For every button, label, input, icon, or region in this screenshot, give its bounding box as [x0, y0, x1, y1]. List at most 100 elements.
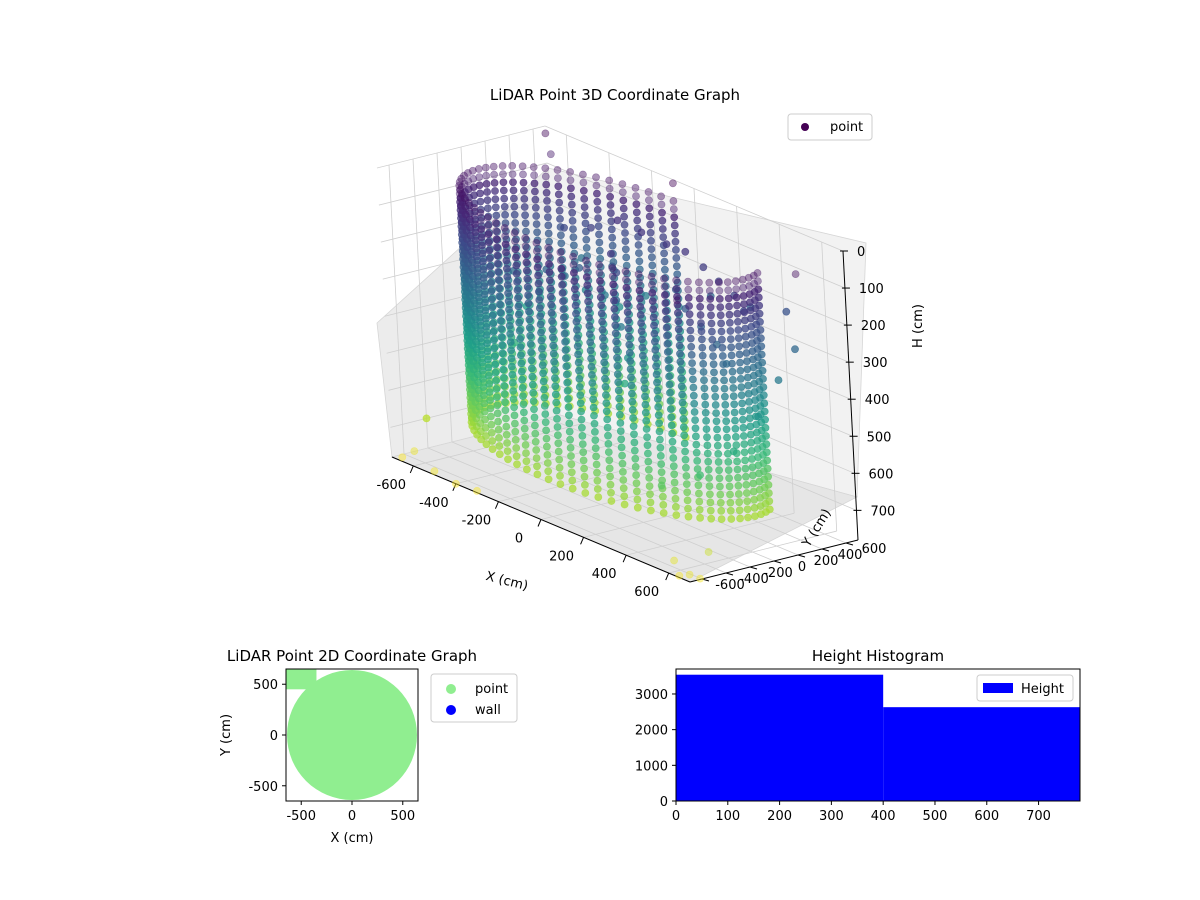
lidar-point-3d [606, 480, 615, 489]
lidar-point-3d [659, 500, 668, 509]
lidar-point-3d [624, 316, 632, 325]
lidar-point-3d [616, 427, 625, 435]
lidar-point-3d [542, 426, 550, 435]
lidar-point-3d [458, 198, 467, 206]
lidar-point-3d [641, 408, 650, 417]
lidar-point-3d [501, 227, 510, 236]
lidar-point-3d [471, 220, 479, 228]
lidar-point-3d [497, 324, 506, 333]
lidar-point-3d [656, 435, 664, 444]
lidar-point-3d [488, 445, 497, 453]
lidar-point-3d [661, 307, 670, 316]
lidar-point-3d [529, 397, 538, 405]
lidar-point-3d [699, 263, 708, 272]
lidar-point-3d [565, 427, 574, 436]
lidar-point-3d [604, 431, 612, 440]
lidar-point-3d [674, 317, 683, 325]
legend-histogram-frame [976, 674, 1074, 702]
lidar-point-3d [650, 321, 658, 330]
lidar-point-3d [662, 323, 671, 332]
lidar-point-3d [650, 329, 659, 338]
grid-backwall-x [821, 242, 838, 532]
lidar-point-3d [708, 327, 716, 336]
lidar-point-3d [506, 329, 515, 338]
lidar-point-3d [609, 280, 618, 289]
lidar-point-3d [663, 348, 672, 356]
legend-histogram: Height [976, 674, 1074, 702]
lidar-point-3d [573, 342, 582, 351]
lidar-point-3d [596, 285, 605, 293]
lidar-point-3d [620, 212, 628, 221]
lidar-point-3d [699, 368, 708, 376]
lidar-point-3d [721, 392, 729, 401]
lidar-point-3d [525, 323, 534, 332]
lidar-point-3d [484, 221, 492, 230]
lidar-point-3d [741, 456, 749, 465]
lidar-point-3d [503, 439, 511, 447]
grid-backwall-x [651, 170, 667, 460]
lidar-point-3d [642, 416, 651, 425]
lidar-point-3d [645, 204, 654, 213]
lidar-point-3d [616, 419, 625, 427]
lidar-point-3d [546, 150, 555, 159]
lidar-point-3d [513, 460, 521, 469]
lidar-point-3d [555, 455, 564, 464]
lidar-point-3d [684, 512, 693, 521]
lidar-point-3d [675, 571, 684, 580]
lidar-point-3d [664, 356, 673, 365]
lidar-point-3d [548, 325, 557, 334]
lidar-point-3d [495, 450, 504, 459]
lidar-point-3d [555, 198, 564, 207]
lidar-point-3d [554, 447, 563, 456]
lidar-point-3d [716, 311, 725, 320]
x-tick-label-3d: 600 [634, 585, 659, 600]
grid-floor-y [523, 423, 823, 550]
lidar-point-3d [608, 241, 617, 250]
x-tick-label-2d: 0 [348, 809, 356, 824]
lidar-point-3d [522, 258, 531, 267]
lidar-point-3d [725, 474, 733, 483]
lidar-point-3d [543, 205, 552, 213]
lidar-point-3d [542, 188, 551, 197]
lidar-point-3d [714, 449, 723, 458]
lidar-point-3d [593, 189, 601, 198]
lidar-point-3d [487, 287, 496, 295]
lidar-point-3d [556, 480, 565, 488]
lidar-point-3d [568, 216, 577, 225]
lidar-point-3d [612, 268, 621, 277]
lidar-point-3d [661, 273, 670, 282]
lidar-point-3d [724, 457, 733, 466]
lidar-point-3d [612, 337, 620, 346]
lidar-point-3d [714, 277, 723, 286]
lidar-point-3d [748, 455, 756, 463]
grid-sidewall-y [388, 164, 405, 455]
lidar-point-3d [532, 220, 541, 228]
plot-2d-area [286, 669, 417, 800]
lidar-point-3d [689, 391, 698, 400]
lidar-point-3d [663, 331, 671, 340]
lidar-point-3d [613, 216, 622, 225]
lidar-point-3d [563, 386, 572, 395]
lidar-point-3d [734, 317, 742, 326]
lidar-point-3d [570, 241, 578, 250]
lidar-point-3d [672, 284, 681, 293]
lidar-point-3d [493, 259, 502, 268]
lidar-point-3d [670, 478, 679, 487]
lidar-point-3d [608, 264, 617, 272]
lidar-point-3d [595, 260, 603, 269]
lidar-point-3d [695, 278, 703, 287]
lidar-point-3d [666, 397, 675, 405]
lidar-point-3d [535, 296, 544, 304]
lidar-point-3d [534, 279, 543, 288]
lidar-point-3d [520, 408, 528, 417]
lidar-point-3d [580, 472, 589, 481]
lidar-point-3d [700, 384, 709, 393]
lidar-point-3d [739, 415, 747, 424]
lidar-point-3d [498, 162, 507, 170]
lidar-point-3d [606, 192, 614, 201]
lidar-point-3d [563, 378, 572, 387]
lidar-point-3d [545, 237, 553, 246]
chart-3d-title: LiDAR Point 3D Coordinate Graph [490, 86, 740, 104]
z-tick-label-3d: 700 [870, 504, 895, 519]
